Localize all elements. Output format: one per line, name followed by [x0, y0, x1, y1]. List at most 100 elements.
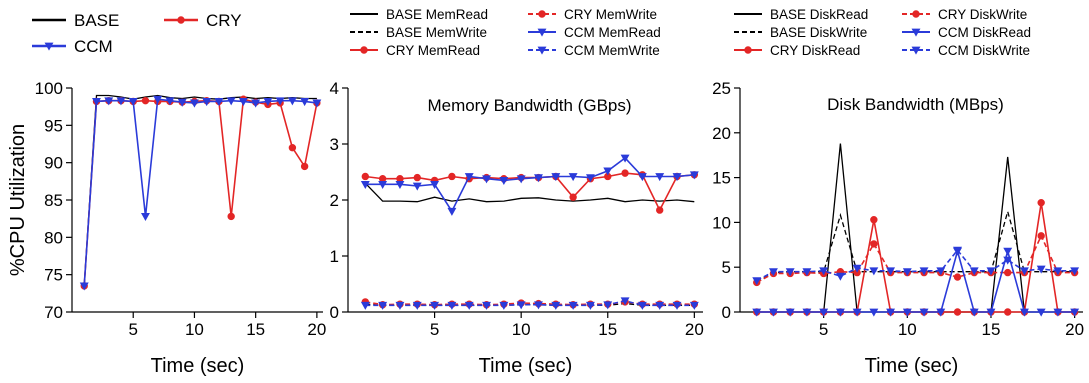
data-point: [1036, 265, 1046, 274]
x-tick-label: 5: [819, 320, 828, 339]
series-line: [364, 182, 695, 203]
data-point: [395, 301, 405, 310]
data-point: [569, 193, 577, 201]
data-point: [620, 154, 630, 163]
x-tick-label: 10: [185, 320, 204, 339]
legend-label: CRY MemRead: [386, 43, 480, 58]
data-point: [769, 308, 778, 317]
data-point: [251, 99, 261, 108]
data-point: [785, 308, 795, 317]
data-point: [378, 301, 388, 310]
data-point: [165, 97, 175, 106]
data-point: [430, 301, 440, 310]
y-tick-label: 80: [44, 228, 63, 247]
legend-marker: [537, 46, 547, 55]
data-point: [769, 268, 778, 277]
x-tick-label: 20: [685, 320, 704, 339]
chart-panel-3: 0 5 10 15 20 25 5 10 15 20 Time (sec) Disk Bandwidt…: [712, 7, 1084, 377]
legend-marker: [360, 46, 368, 54]
data-point: [300, 162, 309, 171]
legend-label: CCM MemRead: [564, 25, 661, 40]
data-point: [128, 98, 138, 107]
legend-marker: [537, 28, 547, 37]
data-point: [655, 301, 665, 310]
data-point: [802, 268, 812, 277]
legend-item: BASE MemRead: [350, 7, 488, 22]
legend: BASE CRY CCM: [32, 11, 242, 56]
data-point: [1037, 198, 1045, 207]
data-point: [802, 308, 812, 317]
series-line: [756, 248, 1075, 282]
data-point: [819, 308, 829, 317]
data-point: [360, 180, 370, 189]
legend-item: BASE DiskRead: [734, 7, 868, 22]
data-point: [835, 272, 845, 281]
legend-label: CCM MemWrite: [564, 43, 660, 58]
data-point: [482, 301, 491, 310]
series-cry: [80, 95, 321, 290]
data-point: [986, 267, 996, 276]
legend-label: CRY: [206, 11, 242, 30]
legend-item: CRY DiskWrite: [902, 7, 1027, 22]
data-point: [655, 173, 665, 182]
series-base-memread: [364, 182, 695, 203]
x-tick-label: 5: [128, 320, 137, 339]
legend-marker: [538, 10, 546, 18]
x-tick-label: 5: [430, 320, 439, 339]
y-tick-label: 2: [330, 191, 339, 210]
x-tick-label: 15: [598, 320, 617, 339]
series-base: [83, 94, 317, 286]
chart-title: Disk Bandwidth (MBps): [827, 95, 1004, 114]
legend-marker: [912, 10, 920, 18]
data-point: [689, 301, 699, 310]
data-point: [1003, 256, 1013, 265]
data-point: [637, 173, 647, 182]
y-tick-label: 95: [44, 116, 63, 135]
data-point: [413, 173, 421, 182]
legend-label: CCM DiskRead: [938, 25, 1031, 40]
data-point: [902, 308, 912, 317]
legend-item: CRY MemWrite: [528, 7, 657, 22]
series-cry-diskread: [753, 198, 1079, 316]
data-point: [300, 98, 310, 107]
data-point: [1019, 308, 1029, 317]
series-line: [83, 98, 318, 286]
series-line: [756, 143, 1075, 313]
legend-marker: [911, 46, 921, 55]
legend-label: BASE MemRead: [386, 7, 488, 22]
chart-panel-2: 0 1 2 3 4 5 10 15 20 Time (sec) Memory Bandwidth (…: [330, 7, 704, 377]
data-point: [568, 173, 578, 182]
data-point: [621, 169, 629, 177]
data-point: [141, 96, 150, 105]
data-point: [752, 308, 762, 317]
data-point: [852, 264, 862, 273]
data-point: [870, 240, 878, 248]
legend-label: BASE MemWrite: [386, 25, 487, 40]
y-tick-label: 70: [44, 303, 63, 322]
data-point: [585, 301, 595, 310]
y-tick-label: 25: [712, 79, 731, 98]
series-base-diskwrite: [756, 209, 1075, 283]
data-point: [1070, 267, 1080, 276]
legend: BASE DiskRead BASE DiskWrite CRY DiskRead C…: [734, 7, 1031, 58]
y-tick-label: 3: [330, 135, 339, 154]
data-point: [672, 301, 682, 310]
x-tick-label: 10: [512, 320, 531, 339]
data-point: [288, 144, 297, 152]
data-point: [516, 301, 526, 310]
data-point: [263, 98, 273, 107]
data-point: [499, 177, 509, 186]
data-point: [953, 246, 962, 255]
data-point: [886, 267, 896, 276]
data-point: [1036, 308, 1046, 317]
y-tick-label: 75: [44, 266, 63, 285]
y-tick-label: 10: [712, 213, 731, 232]
y-tick-label: 1: [330, 247, 339, 266]
data-point: [79, 282, 89, 291]
series-base-diskread: [756, 143, 1075, 313]
data-point: [430, 180, 440, 189]
series-ccm-memwrite: [360, 297, 699, 310]
data-point: [104, 97, 114, 106]
data-point: [447, 207, 457, 216]
data-point: [226, 97, 236, 106]
